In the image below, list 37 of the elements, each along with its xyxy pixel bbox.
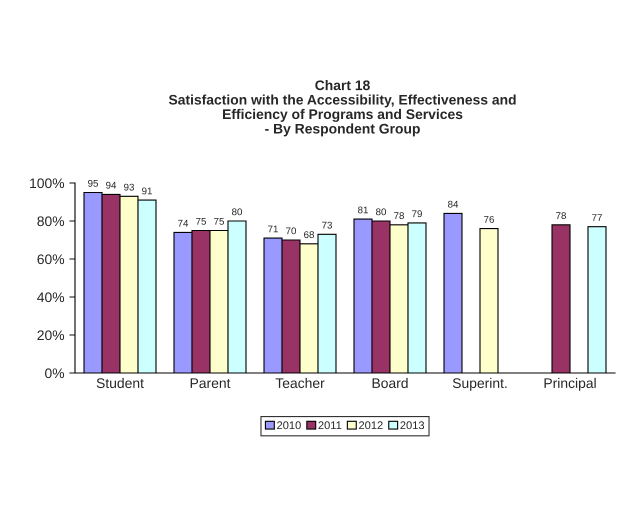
x-tick-label: Board	[372, 378, 408, 388]
data-label: 91	[142, 187, 152, 194]
data-label: 73	[322, 222, 332, 229]
data-label: 77	[592, 214, 602, 221]
data-label: 93	[124, 184, 134, 191]
legend-label: 2012	[359, 421, 383, 430]
y-tick-label: 20%	[37, 330, 64, 340]
data-label: 81	[358, 206, 368, 214]
chart-title: Chart 18 Satisfaction with the Accessibility, Effectiveness and Efficiency of Programs and Services - By Respondent Group	[168, 80, 516, 136]
data-label: 68	[304, 231, 314, 238]
x-tick-label: Superint.	[452, 378, 507, 391]
legend-label: 2010	[277, 421, 301, 430]
x-tick-label: Principal	[544, 378, 596, 391]
data-label: 71	[268, 226, 278, 232]
data-label: 95	[88, 180, 98, 187]
data-label: 79	[412, 210, 422, 218]
y-tick-label: 0%	[45, 368, 64, 378]
data-label: 78	[556, 212, 566, 220]
data-label: 94	[106, 182, 116, 189]
data-label: 75	[214, 218, 224, 225]
y-tick-label: 40%	[37, 292, 64, 302]
x-tick-label: Parent	[190, 378, 230, 388]
y-tick-label: 80%	[37, 216, 64, 226]
legend-label: 2011	[318, 421, 342, 430]
y-tick-label: 100%	[30, 178, 64, 188]
data-label: 70	[286, 227, 296, 234]
data-label: 74	[178, 220, 188, 227]
data-label: 76	[484, 216, 494, 223]
data-label: 80	[232, 208, 242, 216]
data-label: 75	[196, 218, 206, 225]
x-tick-label: Student	[96, 378, 144, 388]
data-label: 84	[448, 200, 458, 208]
x-tick-label: Teacher	[276, 378, 324, 388]
data-label: 80	[376, 208, 386, 216]
data-label: 78	[394, 212, 404, 220]
legend-label: 2013	[400, 421, 424, 430]
y-tick-label: 60%	[37, 254, 64, 264]
